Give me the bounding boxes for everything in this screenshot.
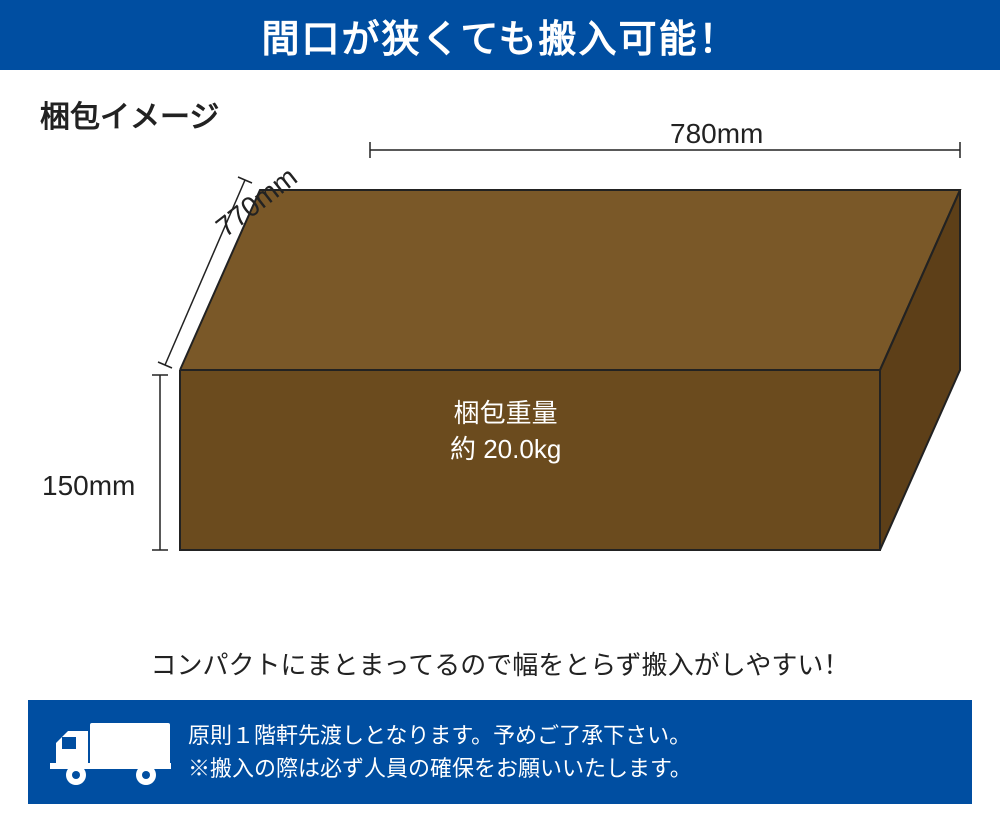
header-text: 間口が狭くても搬入可能！ <box>262 8 739 63</box>
dim-width <box>370 142 960 158</box>
dim-height <box>152 375 168 550</box>
package-diagram <box>0 120 1000 640</box>
weight-label: 梱包重量 約 20.0kg <box>450 395 561 468</box>
box-top-face <box>180 190 960 370</box>
caption: コンパクトにまとまってるので幅をとらず搬入がしやすい！ <box>0 645 1000 682</box>
truck-icon <box>48 717 173 787</box>
footer-bar: 原則１階軒先渡しとなります。予めご了承下さい。 ※搬入の際は必ず人員の確保をお願… <box>28 700 972 804</box>
header-bar: 間口が狭くても搬入可能！ <box>0 0 1000 70</box>
footer-text: 原則１階軒先渡しとなります。予めご了承下さい。 ※搬入の際は必ず人員の確保をお願… <box>188 719 692 785</box>
height-label: 150mm <box>42 470 135 502</box>
width-label: 780mm <box>670 118 763 150</box>
